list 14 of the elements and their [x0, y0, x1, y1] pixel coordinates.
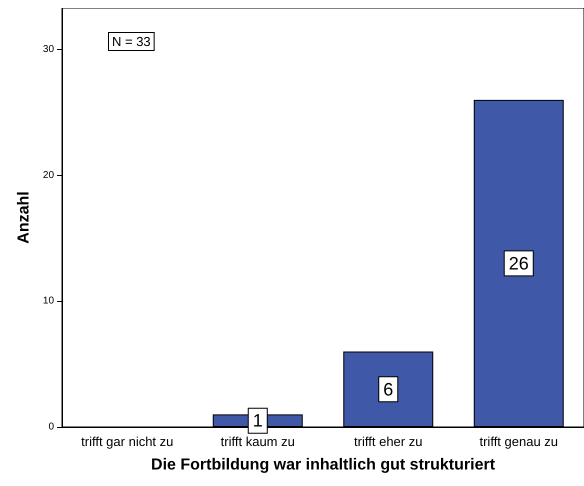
- y-tick-label: 30: [42, 44, 54, 56]
- x-tick-label: trifft kaum zu: [220, 434, 295, 449]
- data-label: 26: [508, 253, 529, 274]
- x-tick-label: trifft eher zu: [354, 434, 422, 449]
- data-label: 1: [252, 410, 263, 431]
- x-tick-label: trifft genau zu: [479, 434, 558, 449]
- y-tick-label: 0: [48, 422, 54, 432]
- x-axis-title: Die Fortbildung war inhaltlich gut strukturiert: [151, 456, 496, 474]
- annotation: N = 33: [112, 34, 151, 49]
- y-tick-label: 10: [42, 296, 54, 307]
- y-tick-label: 20: [42, 170, 54, 181]
- x-tick-label: trifft gar nicht zu: [81, 434, 174, 449]
- y-axis-title: Anzahl: [16, 191, 32, 244]
- data-label: 6: [383, 379, 394, 400]
